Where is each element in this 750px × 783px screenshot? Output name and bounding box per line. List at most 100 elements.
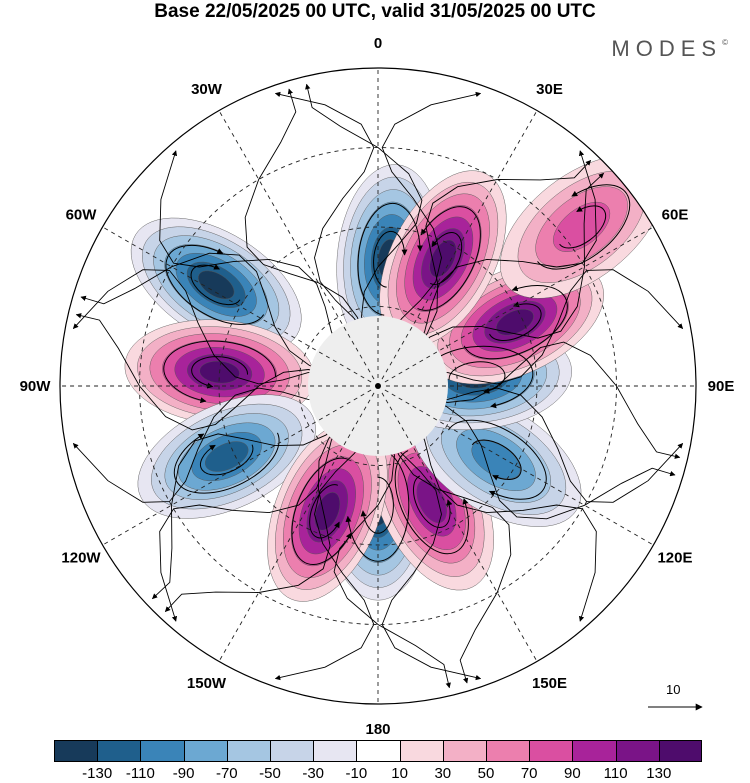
longitude-labels: 0 30E 60E 90E 120E 150E 180 150W 120W 90W 60W 30W — [20, 35, 735, 735]
colorbar-tick-label: -30 — [302, 765, 325, 782]
longitude-label: 90E — [708, 378, 735, 395]
streamline — [80, 252, 333, 373]
longitude-label: 60W — [66, 207, 98, 224]
graticule — [60, 68, 696, 704]
streamline — [152, 418, 344, 600]
colorbar-tick-label: -90 — [172, 765, 195, 782]
streamline — [72, 387, 334, 503]
streamline — [191, 356, 249, 389]
colorbar — [54, 740, 702, 762]
streamline — [489, 301, 542, 341]
streamline — [159, 416, 343, 622]
meridian — [381, 392, 538, 662]
streamline — [173, 432, 280, 494]
streamline — [333, 432, 451, 689]
streamline — [422, 387, 684, 503]
colorbar-ticks: -130 -110 -90 -70 -50 -30 -10 10 30 50 70 90 110 130 — [54, 765, 702, 783]
parallel — [298, 306, 458, 466]
meridian — [102, 226, 372, 383]
streamline — [471, 439, 522, 481]
longitude-label: 90W — [20, 378, 52, 395]
parallel — [218, 226, 538, 546]
streamline — [244, 88, 365, 341]
colorbar-bin — [442, 740, 486, 762]
colorbar-tick-label: -70 — [215, 765, 238, 782]
brand-text: MODES — [611, 36, 723, 61]
meridian — [218, 392, 375, 662]
streamline — [417, 206, 481, 311]
modes-logo: MODES© — [611, 36, 728, 62]
meridian — [218, 110, 375, 380]
colorbar-bin — [615, 740, 659, 762]
streamline — [381, 91, 482, 340]
reference-vector: 10 — [648, 682, 703, 711]
streamline — [394, 450, 469, 555]
streamline — [448, 419, 547, 500]
map-disk — [60, 68, 696, 704]
colorbar-bin — [572, 740, 616, 762]
streamline — [413, 475, 453, 528]
streamline — [413, 416, 597, 622]
meridian — [381, 110, 538, 380]
colorbar-tick-label: -130 — [82, 765, 113, 782]
colorbar-bin — [529, 740, 573, 762]
meridian — [384, 389, 654, 546]
longitude-label: 120E — [657, 550, 692, 567]
colorbar-tick-label: -10 — [345, 765, 368, 782]
colorbar-tick-label: -50 — [259, 765, 281, 782]
colorbar-tick-label: -110 — [125, 765, 155, 782]
parallel — [139, 147, 617, 625]
streamline — [423, 399, 676, 520]
streamline — [159, 150, 343, 356]
reference-vector-label: 10 — [666, 682, 680, 697]
streamline — [463, 285, 568, 360]
streamline — [391, 431, 512, 684]
streamline — [357, 202, 423, 316]
meridian — [384, 226, 654, 383]
longitude-label: 30W — [191, 81, 223, 98]
streamline — [163, 340, 276, 404]
streamline — [75, 313, 332, 431]
anomaly-contour — [198, 270, 235, 300]
streamline — [559, 205, 607, 249]
colorbar-tick-label: 10 — [391, 765, 408, 782]
longitude-label: 0 — [374, 35, 382, 52]
streamline — [413, 150, 597, 356]
colorbar-tick-label: 50 — [477, 765, 495, 782]
streamline — [381, 432, 482, 681]
streamline — [309, 484, 340, 539]
anomaly-lobe — [499, 155, 664, 299]
colorbar-bin — [486, 740, 530, 762]
streamline — [190, 264, 241, 306]
colorbar-tick-label: 30 — [434, 765, 452, 782]
colorbar-bin — [270, 740, 314, 762]
map-border — [59, 67, 697, 705]
colorbar-tick-label: 90 — [564, 765, 581, 782]
colorbar-tick-label: 70 — [520, 765, 538, 782]
colorbar-bin — [399, 740, 443, 762]
colorbar-bin — [183, 740, 227, 762]
streamline — [305, 83, 423, 340]
streamline — [164, 420, 346, 612]
streamline — [410, 160, 592, 352]
map-title: Base 22/05/2025 00 UTC, valid 31/05/2025… — [154, 1, 596, 22]
colorbar-bin — [356, 740, 400, 762]
anomaly-contour — [416, 479, 447, 523]
colorbar-tick-label: 110 — [603, 765, 628, 782]
streamline — [345, 448, 410, 562]
streamline — [422, 269, 684, 385]
meridian — [102, 389, 372, 546]
anomaly-lobe — [379, 170, 507, 347]
north-pole-marker — [375, 383, 381, 389]
longitude-label: 180 — [365, 721, 390, 735]
streamline — [165, 244, 265, 325]
colorbar-bin — [313, 740, 357, 762]
polar-map: 0 30E 60E 90E 120E 150E 180 150W 120W 90W 60W 30W 1… — [20, 35, 735, 735]
streamline — [72, 269, 334, 385]
streamline — [537, 184, 631, 270]
streamline — [360, 476, 394, 534]
colorbar-bin — [54, 740, 98, 762]
anomaly-contour — [204, 441, 249, 472]
longitude-label: 30E — [536, 81, 563, 98]
colorbar-tick-label: 130 — [646, 765, 672, 782]
